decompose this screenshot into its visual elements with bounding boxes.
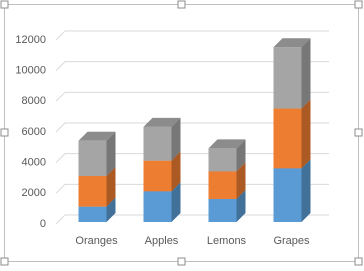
bar	[208, 171, 237, 199]
bar-side-shade	[171, 151, 181, 192]
bar-side-shade	[171, 182, 181, 222]
bar	[273, 108, 302, 169]
bar-top-shade	[208, 139, 246, 149]
bar-top	[273, 38, 311, 48]
bar-side-shade	[106, 167, 116, 207]
bar	[143, 126, 172, 161]
bar-side	[301, 159, 311, 222]
y-tick-label: 8000	[22, 95, 46, 107]
bar-side	[106, 131, 116, 176]
bar-side	[171, 117, 181, 161]
grid-line	[55, 91, 329, 102]
bar-side-shade	[236, 139, 246, 172]
y-tick-label: 0	[40, 218, 46, 230]
bar-top	[143, 117, 181, 127]
bar-top-shade	[78, 131, 116, 141]
y-tick-label: 4000	[22, 157, 46, 169]
bar-top-shade	[273, 38, 311, 48]
bar-side-shade	[236, 162, 246, 199]
y-tick-label: 6000	[22, 126, 46, 138]
bar	[78, 140, 107, 176]
x-tick-label: Apples	[145, 235, 179, 247]
bar	[273, 47, 302, 109]
bar-side	[236, 190, 246, 222]
bar-side-shade	[301, 38, 311, 109]
y-tick-label: 12000	[15, 34, 46, 46]
x-tick-label: Lemons	[207, 235, 247, 247]
bar-side	[301, 99, 311, 169]
x-tick-label: Grapes	[273, 235, 310, 247]
x-tick-label: Oranges	[75, 235, 118, 247]
bar-side	[236, 139, 246, 172]
bar-side-shade	[106, 131, 116, 176]
bar-top	[78, 131, 116, 141]
bar-side	[106, 197, 116, 222]
bar-top-shade	[143, 117, 181, 127]
grid-line	[55, 30, 329, 41]
bar	[273, 168, 302, 222]
bar	[143, 160, 172, 192]
bar	[208, 199, 237, 222]
bar-side-shade	[171, 117, 181, 161]
grid-line	[55, 61, 329, 72]
bar-side-shade	[301, 159, 311, 222]
frame-handles	[0, 0, 363, 266]
bar-side-shade	[106, 197, 116, 222]
bar-side	[106, 167, 116, 207]
bar-top	[208, 139, 246, 149]
bar-side	[236, 162, 246, 199]
bar-side	[301, 38, 311, 109]
bar	[78, 206, 107, 222]
grid-line	[55, 122, 329, 133]
bar	[143, 191, 172, 222]
bar-side-shade	[236, 190, 246, 222]
y-tick-label: 10000	[15, 65, 46, 77]
y-tick-label: 2000	[22, 187, 46, 199]
bar	[208, 148, 237, 172]
bar	[78, 176, 107, 207]
bar-side	[171, 182, 181, 222]
bar-side-shade	[301, 99, 311, 169]
bar-side	[171, 151, 181, 192]
